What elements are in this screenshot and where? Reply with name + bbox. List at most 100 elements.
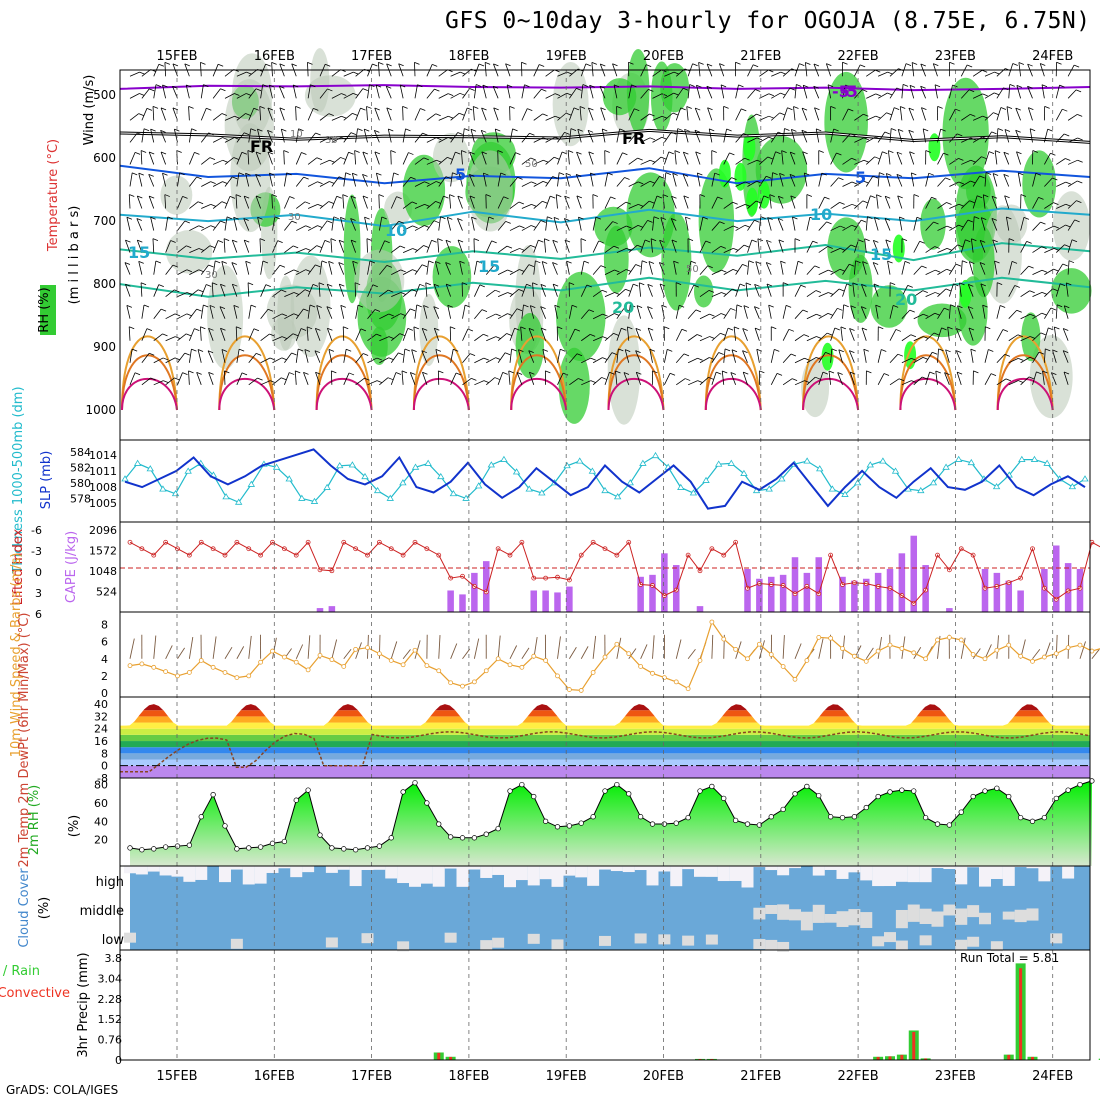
wind-barb	[735, 157, 745, 165]
wind-barb	[878, 326, 884, 330]
wind-barb	[390, 352, 399, 364]
panel-frame	[119, 521, 1091, 613]
rh-marker	[174, 843, 181, 849]
wind-barb	[743, 244, 750, 248]
wind-barb	[391, 245, 401, 253]
wind-barb	[1032, 312, 1042, 320]
wind-barb	[231, 240, 238, 253]
thickness-marker	[954, 455, 963, 462]
wind-barb	[455, 372, 462, 376]
wind-barb	[600, 107, 606, 121]
wind-barb	[711, 372, 717, 385]
wind-barb	[604, 245, 615, 253]
rh-marker	[162, 844, 169, 850]
wind-barb	[686, 106, 692, 109]
cloud-high-gap	[955, 866, 968, 885]
wind-barb	[402, 128, 406, 143]
cloud-high-gap	[1026, 866, 1039, 869]
wind-barb	[925, 332, 935, 342]
wind-barb	[281, 377, 287, 381]
wind-barb	[759, 136, 769, 143]
wind-barb	[177, 372, 183, 385]
wind-barb	[695, 107, 701, 111]
wind-barb	[260, 380, 271, 386]
wind-barb	[480, 130, 487, 143]
left-tick: -6	[31, 524, 42, 537]
wind-barb	[224, 646, 233, 660]
wind-barb	[438, 176, 447, 187]
wind-barb	[378, 61, 384, 65]
wind-barb	[557, 349, 561, 363]
wind-barb	[177, 647, 186, 660]
wind-barb	[595, 216, 601, 220]
wind-barb	[189, 248, 200, 253]
rh-marker	[352, 847, 359, 853]
wind-barb	[293, 245, 299, 249]
wind-barb	[907, 284, 913, 288]
wind-barb	[367, 84, 370, 99]
rh-marker	[542, 818, 549, 824]
wind-barb	[149, 151, 155, 155]
wind-barb	[338, 262, 345, 275]
wind-barb	[743, 305, 748, 319]
wind-barb	[970, 238, 974, 253]
wind-barb	[236, 349, 240, 363]
wind-barb	[949, 203, 960, 209]
wind-barb	[209, 245, 216, 249]
wind-barb	[530, 305, 536, 308]
temp-band	[120, 710, 1090, 717]
wind-barb	[813, 63, 820, 67]
temp-dewpoint-panel	[120, 704, 1091, 778]
wind-barb	[623, 372, 630, 375]
wind-barb	[295, 644, 304, 659]
cape-bar	[696, 606, 704, 612]
wind-marker	[412, 647, 418, 653]
precip-conv-bar	[1031, 1056, 1034, 1060]
wind-barb	[248, 377, 258, 386]
wind-barb	[165, 336, 176, 342]
wind-barb	[352, 172, 358, 176]
thickness-marker	[348, 461, 357, 468]
wind-barb	[303, 372, 309, 375]
wind-barb	[968, 327, 975, 331]
wind-barb	[815, 128, 820, 143]
wind-barb	[476, 260, 483, 264]
cloud-high-gap	[135, 866, 148, 875]
wind-barb	[422, 372, 428, 385]
wind-barb	[224, 93, 235, 99]
wind-barb	[399, 245, 406, 249]
wind-barb	[530, 244, 536, 248]
wind-barb	[268, 84, 273, 99]
wind-marker	[661, 675, 667, 680]
wind-barb	[600, 63, 606, 67]
wind-barb	[196, 372, 202, 385]
wind-barb	[421, 328, 428, 341]
wind-barb	[224, 137, 235, 143]
right-tick: 524	[96, 586, 117, 599]
wind-barb	[255, 88, 262, 92]
thickness-marker	[613, 493, 622, 500]
wind-barb	[590, 357, 596, 361]
wind-barb	[723, 106, 729, 109]
wind-barb	[291, 352, 297, 356]
wind-barb	[223, 370, 226, 385]
wind-barb	[1063, 305, 1069, 319]
wind-barb	[947, 326, 950, 341]
wind-barb	[588, 151, 594, 165]
wind-barb	[519, 225, 525, 229]
wind-barb	[874, 217, 879, 231]
wind-barb	[967, 219, 973, 223]
wind-barb	[134, 152, 141, 155]
wind-barb	[1004, 195, 1010, 209]
wind-barb	[972, 93, 983, 99]
wind-barb	[160, 107, 167, 121]
wind-barb	[863, 137, 869, 141]
rh-shade	[972, 226, 995, 298]
wind-barb	[184, 220, 190, 224]
wind-barb	[815, 357, 822, 360]
wind-barb	[519, 248, 525, 251]
wind-barb	[200, 264, 209, 275]
wind-barb	[968, 284, 974, 287]
thickness-marker	[525, 485, 533, 492]
wind-barb	[552, 240, 558, 253]
